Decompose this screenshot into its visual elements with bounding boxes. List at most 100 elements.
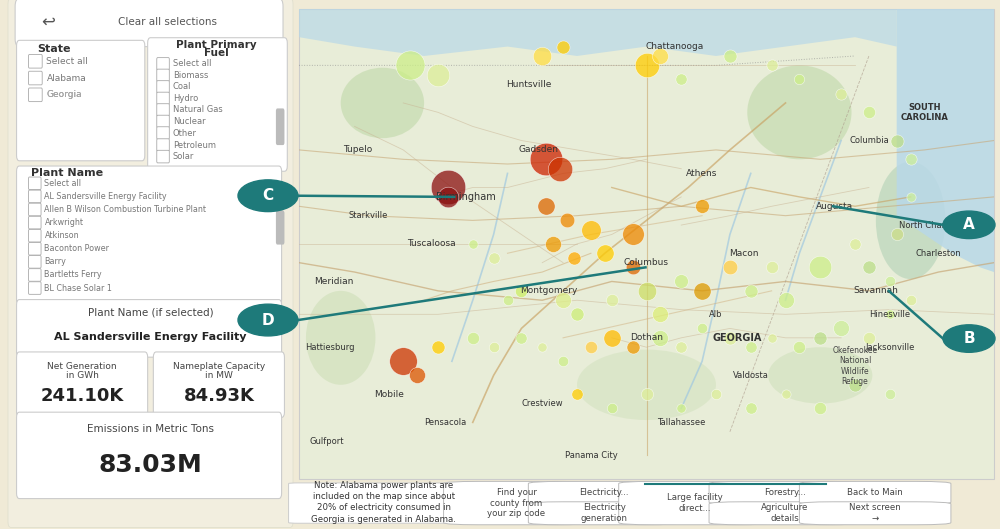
Text: North Chare: North Chare <box>899 221 950 230</box>
Ellipse shape <box>306 291 375 385</box>
Point <box>673 75 689 84</box>
FancyBboxPatch shape <box>289 483 480 523</box>
Point <box>486 254 502 262</box>
Point <box>812 404 828 413</box>
Ellipse shape <box>577 350 716 420</box>
FancyBboxPatch shape <box>29 177 41 189</box>
Point <box>812 263 828 271</box>
Point <box>652 334 668 342</box>
FancyBboxPatch shape <box>29 88 42 102</box>
Text: State: State <box>37 44 70 54</box>
Text: Atkinson: Atkinson <box>44 231 79 240</box>
Text: Plant Name: Plant Name <box>31 168 103 178</box>
Text: Valdosta: Valdosta <box>733 371 769 380</box>
Point <box>625 263 641 271</box>
Point <box>694 287 710 295</box>
Point <box>722 334 738 342</box>
Text: Bartletts Ferry: Bartletts Ferry <box>44 270 102 279</box>
Point <box>638 287 654 295</box>
Point <box>764 61 780 70</box>
Text: AL Sandersville Energy Facility: AL Sandersville Energy Facility <box>54 332 247 342</box>
Text: Large facility
direct...: Large facility direct... <box>667 493 722 513</box>
Point <box>555 296 571 305</box>
Point <box>583 343 599 351</box>
Point <box>694 324 710 333</box>
Text: Columbus: Columbus <box>624 258 669 267</box>
Point <box>652 310 668 318</box>
Text: Select all: Select all <box>173 59 211 68</box>
Point <box>638 390 654 398</box>
Text: C: C <box>262 188 274 203</box>
Point <box>882 310 898 318</box>
Point <box>673 343 689 351</box>
Text: ↩: ↩ <box>41 13 55 31</box>
FancyBboxPatch shape <box>17 40 145 161</box>
Text: Forestry...: Forestry... <box>764 488 806 497</box>
Text: Electricity...: Electricity... <box>579 488 629 497</box>
Text: Chattanooga: Chattanooga <box>645 42 703 51</box>
Point <box>538 155 554 163</box>
Point <box>882 277 898 286</box>
Point <box>638 61 654 70</box>
Point <box>430 70 446 79</box>
FancyBboxPatch shape <box>528 481 680 504</box>
Text: Tupelo: Tupelo <box>343 145 373 154</box>
Point <box>812 334 828 342</box>
Text: Okefenokee
National
Wildlife
Refuge: Okefenokee National Wildlife Refuge <box>832 346 878 386</box>
FancyBboxPatch shape <box>709 481 861 504</box>
Point <box>559 216 575 225</box>
Point <box>604 296 620 305</box>
Point <box>861 263 877 271</box>
Point <box>889 230 905 239</box>
Point <box>778 390 794 398</box>
Text: Meridian: Meridian <box>314 277 353 286</box>
Point <box>652 52 668 60</box>
Text: Emissions in Metric Tons: Emissions in Metric Tons <box>87 424 214 434</box>
Text: Panama City: Panama City <box>565 451 617 460</box>
FancyBboxPatch shape <box>157 58 169 70</box>
Text: Select all: Select all <box>46 57 88 66</box>
Text: Gadsden: Gadsden <box>519 145 559 154</box>
Text: Macon: Macon <box>729 249 759 258</box>
Point <box>604 404 620 413</box>
FancyBboxPatch shape <box>157 115 169 128</box>
Text: BL Chase Solar 1: BL Chase Solar 1 <box>44 284 112 293</box>
FancyBboxPatch shape <box>17 299 282 357</box>
Point <box>555 357 571 366</box>
Text: 241.10K: 241.10K <box>40 387 124 405</box>
Point <box>847 240 863 248</box>
Text: Allen B Wilson Combustion Turbine Plant: Allen B Wilson Combustion Turbine Plant <box>44 205 206 214</box>
Point <box>395 357 411 366</box>
Point <box>625 230 641 239</box>
Text: in MW: in MW <box>205 371 233 380</box>
FancyBboxPatch shape <box>29 256 41 268</box>
FancyBboxPatch shape <box>157 92 169 105</box>
Point <box>764 263 780 271</box>
FancyBboxPatch shape <box>157 69 169 81</box>
Text: Plant Name (if selected): Plant Name (if selected) <box>88 308 213 318</box>
Text: GEORGIA: GEORGIA <box>712 333 762 343</box>
Text: Pensacola: Pensacola <box>424 418 466 427</box>
Text: 83.03M: 83.03M <box>99 452 202 477</box>
Text: Select all: Select all <box>44 179 81 188</box>
Point <box>743 343 759 351</box>
FancyBboxPatch shape <box>157 150 169 163</box>
Point <box>625 343 641 351</box>
Point <box>833 89 849 98</box>
Polygon shape <box>897 9 994 272</box>
Point <box>402 61 418 70</box>
Text: Hinesville: Hinesville <box>869 310 910 319</box>
FancyBboxPatch shape <box>29 216 41 229</box>
Point <box>534 52 550 60</box>
FancyBboxPatch shape <box>29 190 41 203</box>
FancyBboxPatch shape <box>29 242 41 255</box>
Text: 84.93K: 84.93K <box>183 387 254 405</box>
FancyBboxPatch shape <box>153 352 284 417</box>
Text: Nameplate Capacity: Nameplate Capacity <box>173 362 265 371</box>
FancyBboxPatch shape <box>29 71 42 85</box>
FancyBboxPatch shape <box>444 481 590 525</box>
Point <box>597 249 613 258</box>
Text: Fuel: Fuel <box>204 49 228 58</box>
Point <box>534 343 550 351</box>
FancyBboxPatch shape <box>15 0 283 47</box>
